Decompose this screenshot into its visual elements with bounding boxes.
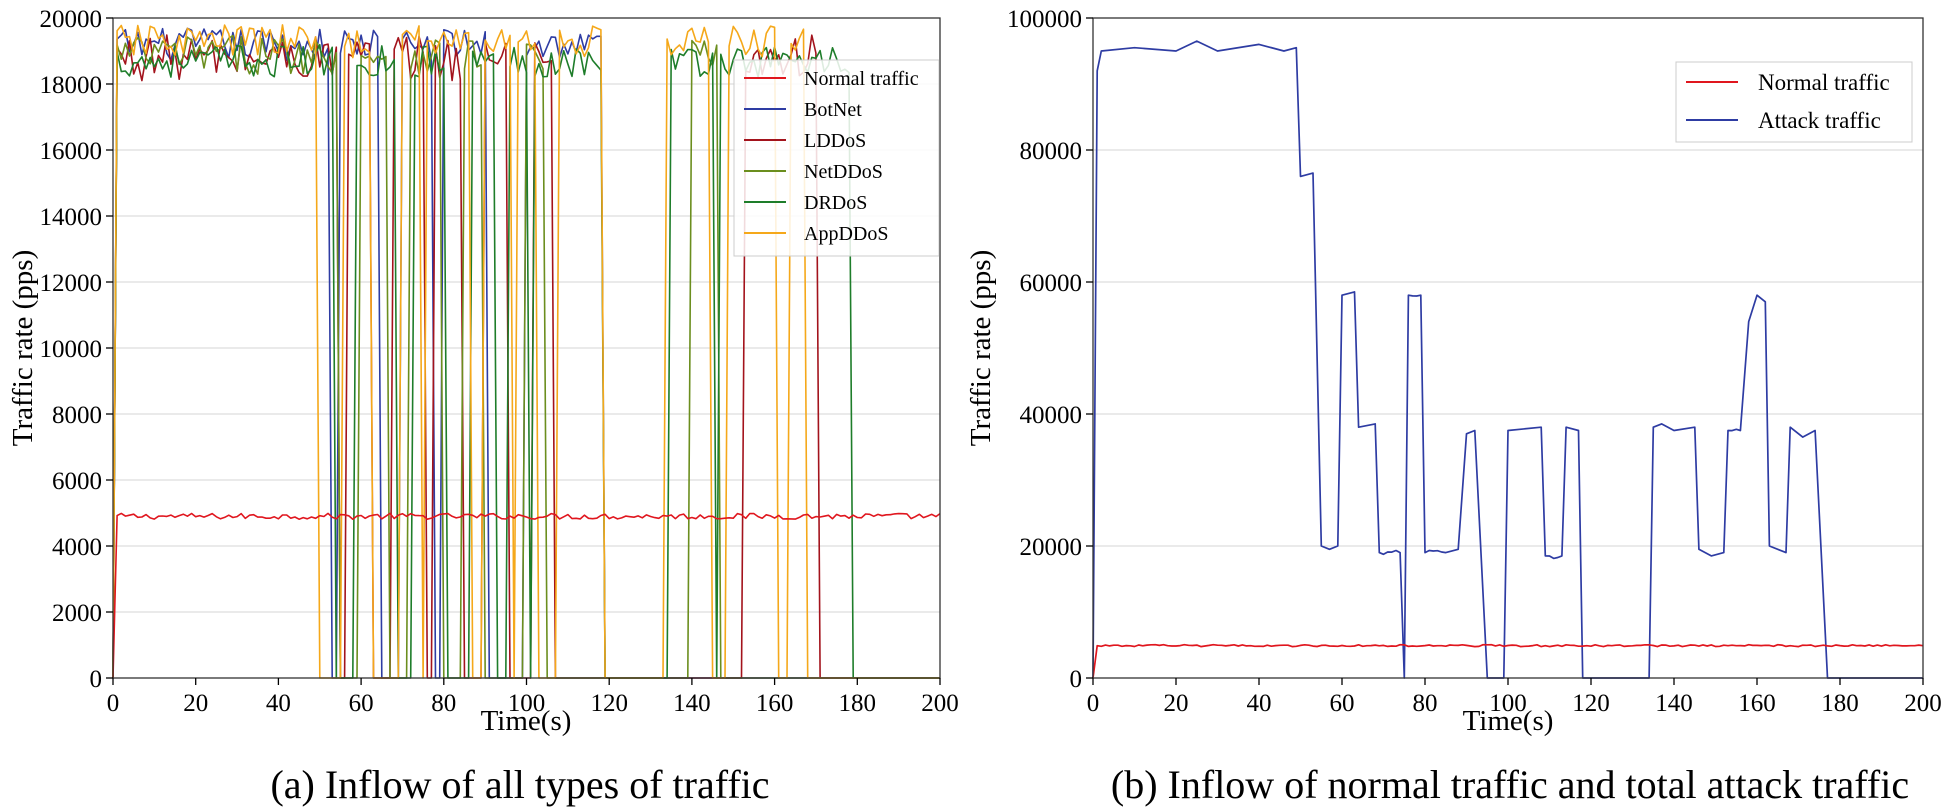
legend-label-drdos: DRDoS — [804, 192, 867, 214]
x-tick-label-a: 60 — [349, 690, 374, 717]
x-tick-label-b: 0 — [1087, 690, 1100, 717]
x-tick-label-b: 60 — [1330, 690, 1355, 717]
legend-label-appddos: AppDDoS — [804, 223, 888, 245]
y-tick-label-b: 100000 — [1007, 6, 1082, 33]
x-tick-label-b: 120 — [1572, 690, 1610, 717]
x-tick-label-a: 0 — [107, 690, 120, 717]
x-tick-label-a: 80 — [431, 690, 456, 717]
y-axis-label-a: Traffic rate (pps) — [7, 250, 39, 447]
legend-label-botnet: BotNet — [804, 99, 862, 121]
y-tick-label-a: 20000 — [40, 6, 103, 33]
legend-label-normal-traffic-b: Normal traffic — [1758, 70, 1890, 95]
y-tick-label-a: 0 — [90, 666, 103, 693]
x-tick-label-a: 20 — [183, 690, 208, 717]
x-tick-label-b: 100 — [1489, 690, 1527, 717]
y-tick-label-a: 4000 — [52, 534, 102, 561]
x-tick-label-b: 200 — [1904, 690, 1942, 717]
y-tick-label-a: 2000 — [52, 600, 102, 627]
x-axis-label-a: Time(s) — [481, 705, 572, 737]
y-tick-label-a: 18000 — [40, 72, 103, 99]
chart-panel-b: 0 20000 40000 60000 80000 100000 0 20 40 60 80 100 1… — [965, 6, 1942, 807]
legend-a: Normal traffic BotNet LDDoS NetDDoS DRDoS App… — [733, 59, 940, 257]
ticks-b: 0 20000 40000 60000 80000 100000 0 20 40 60 80 100 1… — [1007, 6, 1942, 717]
x-tick-label-a: 100 — [508, 690, 546, 717]
x-tick-label-a: 120 — [590, 690, 628, 717]
y-tick-label-a: 10000 — [40, 336, 103, 363]
x-tick-label-a: 180 — [839, 690, 877, 717]
x-tick-label-a: 200 — [921, 690, 959, 717]
x-tick-label-b: 20 — [1164, 690, 1189, 717]
x-tick-label-b: 160 — [1738, 690, 1776, 717]
y-tick-label-a: 16000 — [40, 138, 103, 165]
y-axis-label-b: Traffic rate (pps) — [965, 250, 997, 447]
y-tick-label-a: 14000 — [40, 204, 103, 231]
legend-box-b — [1675, 61, 1913, 143]
series-line-normal-traffic-a — [112, 512, 941, 679]
series-line-appddos-a — [112, 24, 940, 679]
series-group-b — [1092, 40, 1924, 679]
x-tick-label-b: 180 — [1821, 690, 1859, 717]
x-tick-label-a: 40 — [266, 690, 291, 717]
y-tick-label-b: 40000 — [1020, 402, 1083, 429]
y-tick-label-b: 80000 — [1020, 138, 1083, 165]
legend-label-lddos: LDDoS — [804, 130, 866, 152]
caption-a: (a) Inflow of all types of traffic — [270, 762, 769, 807]
y-tick-label-a: 12000 — [40, 270, 103, 297]
legend-label-netddos: NetDDoS — [804, 161, 883, 183]
legend-b: Normal traffic Attack traffic — [1675, 61, 1913, 143]
y-tick-label-a: 8000 — [52, 402, 102, 429]
x-tick-label-b: 40 — [1247, 690, 1272, 717]
legend-box-a — [733, 59, 940, 257]
y-tick-label-b: 0 — [1070, 666, 1083, 693]
x-axis-label-b: Time(s) — [1463, 705, 1554, 737]
series-line-attack-traffic-b — [1092, 40, 1923, 679]
ticks-a: 0200040006000800010000120001400016000180… — [40, 6, 959, 717]
y-tick-label-a: 6000 — [52, 468, 102, 495]
x-tick-label-b: 140 — [1655, 690, 1693, 717]
chart-panel-a: 0200040006000800010000120001400016000180… — [7, 6, 959, 807]
y-tick-label-b: 20000 — [1020, 534, 1083, 561]
y-tick-label-b: 60000 — [1020, 270, 1083, 297]
x-tick-label-a: 140 — [673, 690, 711, 717]
series-line-normal-traffic-b — [1092, 643, 1924, 679]
x-tick-label-b: 80 — [1413, 690, 1438, 717]
x-tick-label-a: 160 — [756, 690, 794, 717]
legend-label-normal-traffic: Normal traffic — [804, 68, 919, 90]
legend-label-attack-traffic-b: Attack traffic — [1758, 108, 1881, 133]
caption-b: (b) Inflow of normal traffic and total a… — [1111, 762, 1909, 807]
